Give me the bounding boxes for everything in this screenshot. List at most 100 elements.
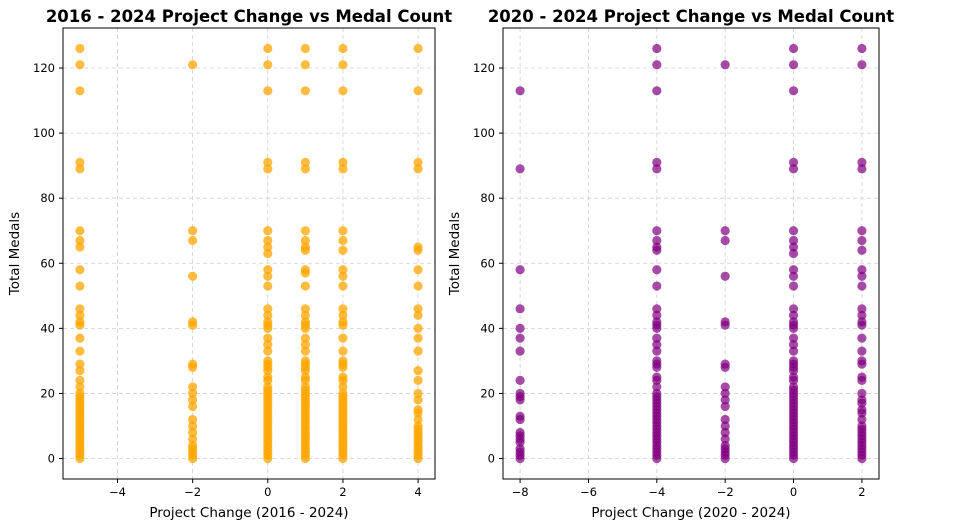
data-point xyxy=(788,323,799,333)
data-point xyxy=(75,265,85,275)
data-point xyxy=(857,346,867,356)
data-point xyxy=(338,304,348,314)
data-point xyxy=(75,281,85,291)
data-point xyxy=(263,271,273,281)
data-point xyxy=(338,60,348,70)
data-point xyxy=(75,382,85,392)
data-point xyxy=(263,164,273,174)
y-tick-label: 100 xyxy=(473,126,495,140)
data-point xyxy=(652,340,662,350)
data-point xyxy=(720,427,730,438)
data-point xyxy=(652,323,662,333)
data-point xyxy=(263,375,273,386)
data-point xyxy=(857,235,867,246)
data-point xyxy=(857,271,867,281)
data-point xyxy=(75,157,85,167)
data-point xyxy=(652,86,662,96)
data-point xyxy=(75,164,85,174)
data-point xyxy=(188,226,198,236)
data-point xyxy=(75,86,85,96)
data-point xyxy=(300,245,310,255)
data-point xyxy=(413,366,423,376)
data-point xyxy=(857,281,867,291)
plot-frame xyxy=(62,27,436,480)
x-tick-label: 0 xyxy=(264,485,271,499)
data-point xyxy=(652,245,662,255)
data-point xyxy=(857,265,867,275)
data-point xyxy=(515,86,525,96)
data-point xyxy=(338,164,348,174)
data-point xyxy=(188,453,198,464)
data-point xyxy=(75,235,85,246)
data-point xyxy=(300,86,310,96)
data-point xyxy=(413,86,423,96)
data-point xyxy=(652,346,662,356)
data-point xyxy=(300,164,310,174)
data-point xyxy=(300,333,310,343)
y-tick-label: 60 xyxy=(40,256,55,270)
x-tick-label: −4 xyxy=(648,485,665,499)
data-point xyxy=(300,268,310,278)
data-point xyxy=(788,333,799,343)
data-point xyxy=(300,304,310,314)
data-point xyxy=(75,242,85,252)
data-point xyxy=(788,271,799,281)
data-point xyxy=(263,242,273,252)
data-point xyxy=(75,359,85,369)
data-point xyxy=(338,333,348,343)
data-point xyxy=(652,304,662,314)
data-point xyxy=(857,408,867,418)
data-point xyxy=(515,375,525,386)
data-point xyxy=(338,310,348,320)
data-point xyxy=(413,453,423,464)
data-point xyxy=(413,408,423,418)
data-point xyxy=(857,375,867,386)
data-point xyxy=(75,320,85,330)
data-point xyxy=(188,388,198,399)
data-point xyxy=(188,235,198,246)
data-point xyxy=(788,43,799,54)
data-point xyxy=(857,310,867,320)
data-point xyxy=(788,375,799,386)
y-tick-label: 120 xyxy=(33,61,55,75)
data-point xyxy=(263,323,273,333)
data-point xyxy=(652,333,662,343)
y-tick-label: 100 xyxy=(33,126,55,140)
data-point xyxy=(300,157,310,167)
data-point xyxy=(338,265,348,275)
y-tick-label: 120 xyxy=(473,61,495,75)
data-point xyxy=(413,164,423,174)
data-point xyxy=(413,281,423,291)
data-point xyxy=(300,346,310,356)
data-point xyxy=(188,421,198,431)
data-point xyxy=(413,323,423,333)
data-point xyxy=(188,271,198,281)
data-point xyxy=(413,157,423,167)
data-point xyxy=(263,265,273,275)
data-point xyxy=(300,310,310,320)
y-tick-label: 60 xyxy=(480,256,495,270)
data-point xyxy=(188,60,198,70)
data-point xyxy=(720,388,730,399)
data-point xyxy=(720,320,730,330)
y-tick-label: 80 xyxy=(40,191,55,205)
data-point xyxy=(75,43,85,54)
y-tick-label: 80 xyxy=(480,191,495,205)
data-point xyxy=(652,157,662,167)
data-point xyxy=(515,323,525,333)
data-point xyxy=(188,401,198,412)
data-point xyxy=(75,346,85,356)
data-point xyxy=(413,414,423,425)
data-point xyxy=(857,157,867,167)
plot-frame xyxy=(502,27,880,480)
data-point xyxy=(788,164,799,174)
data-point xyxy=(188,414,198,425)
data-point xyxy=(788,265,799,275)
data-point xyxy=(857,245,867,255)
x-tick-label: −6 xyxy=(580,485,597,499)
data-point xyxy=(857,320,867,330)
data-point xyxy=(515,265,525,275)
data-point xyxy=(788,346,799,356)
x-tick-label: 0 xyxy=(790,485,797,499)
